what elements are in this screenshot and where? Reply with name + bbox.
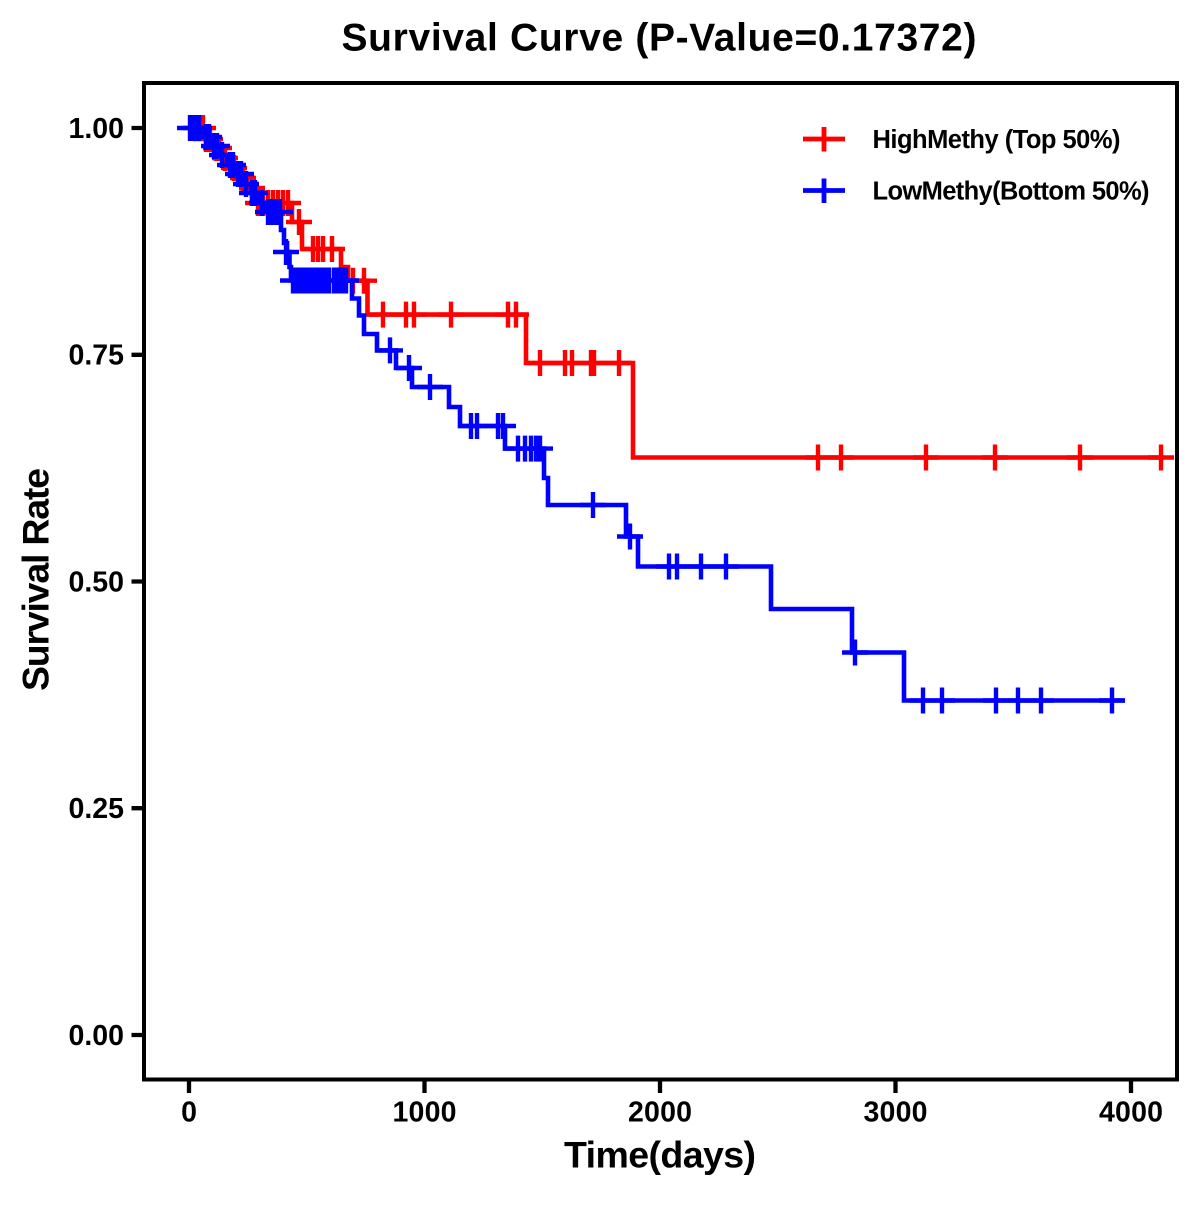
- svg-text:Survival Rate: Survival Rate: [15, 468, 57, 691]
- svg-text:0: 0: [181, 1097, 197, 1129]
- svg-text:4000: 4000: [1099, 1097, 1163, 1129]
- svg-text:Survival Curve (P-Value=0.1737: Survival Curve (P-Value=0.17372): [342, 17, 977, 60]
- svg-text:Time(days): Time(days): [564, 1134, 756, 1176]
- svg-text:1.00: 1.00: [69, 113, 125, 145]
- svg-text:1000: 1000: [393, 1097, 457, 1129]
- svg-text:0.75: 0.75: [69, 340, 125, 372]
- svg-text:3000: 3000: [864, 1097, 928, 1129]
- svg-text:LowMethy(Bottom 50%): LowMethy(Bottom 50%): [873, 177, 1150, 205]
- svg-text:0.25: 0.25: [69, 793, 125, 825]
- svg-text:HighMethy (Top 50%): HighMethy (Top 50%): [873, 126, 1121, 154]
- svg-text:0.50: 0.50: [69, 566, 125, 598]
- svg-text:2000: 2000: [628, 1097, 692, 1129]
- svg-text:0.00: 0.00: [69, 1020, 125, 1052]
